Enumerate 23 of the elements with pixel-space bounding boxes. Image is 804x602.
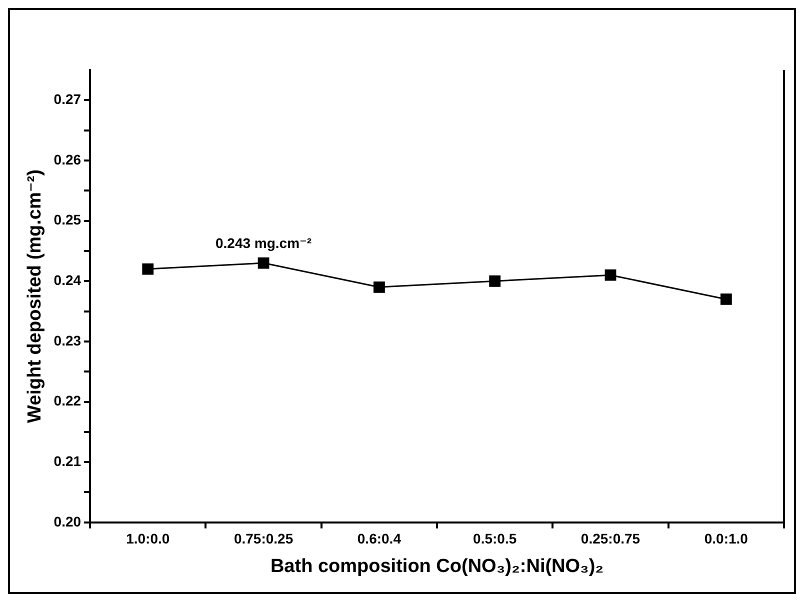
x-axis-title: Bath composition Co(NO₃)₂:Ni(NO₃)₂ xyxy=(270,556,604,577)
y-tick-label: 0.23 xyxy=(54,332,82,348)
y-tick-label: 0.22 xyxy=(54,392,82,409)
point xyxy=(489,275,501,287)
point xyxy=(373,281,385,293)
y-tick-label: 0.26 xyxy=(54,151,82,168)
x-tick-label: 0.25:0.75 xyxy=(580,530,640,547)
x-tick-label: 0.6:0.4 xyxy=(357,530,402,547)
y-tick-label: 0.24 xyxy=(54,272,82,288)
x-tick-label: 0.75:0.25 xyxy=(234,530,294,547)
point xyxy=(258,257,270,269)
y-tick-label: 0.25 xyxy=(54,212,82,228)
point xyxy=(142,263,154,275)
y-tick-label: 0.21 xyxy=(54,452,82,469)
annotation: 0.243 mg.cm⁻² xyxy=(215,234,312,251)
point xyxy=(604,269,616,281)
x-tick-label: 0.5:0.5 xyxy=(473,530,517,547)
x-tick-label: 0.0:1.0 xyxy=(704,530,748,547)
point xyxy=(720,294,732,305)
y-tick-label: 0.27 xyxy=(54,91,82,108)
y-tick-label: 0.20 xyxy=(54,513,82,530)
y-axis-title: Weight deposited (mg.cm⁻²) xyxy=(24,169,46,423)
x-tick-label: 1.0:0.0 xyxy=(126,530,170,547)
